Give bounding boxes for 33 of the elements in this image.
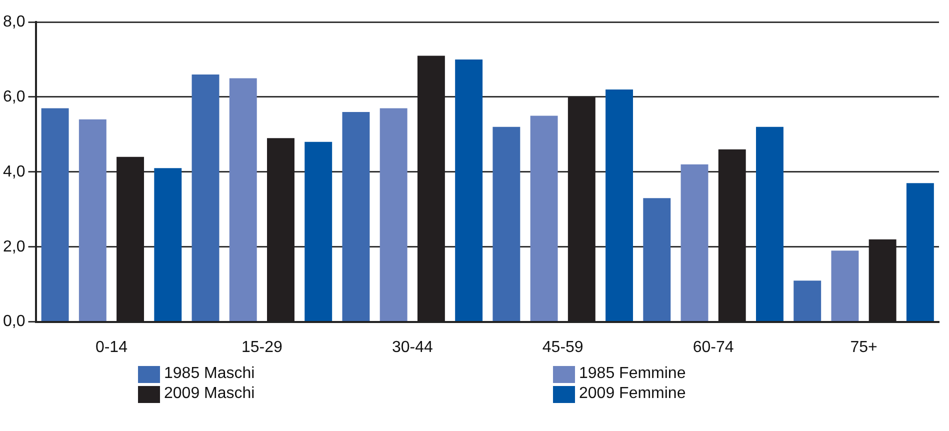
x-tick-label: 75+ — [850, 338, 878, 356]
bar — [154, 168, 182, 322]
bar — [455, 59, 483, 322]
y-tick-label: 2,0 — [2, 238, 26, 256]
bar — [192, 74, 220, 322]
bar — [304, 142, 332, 322]
y-tick-label: 0,0 — [2, 313, 26, 330]
legend-label: 1985 Maschi — [164, 365, 255, 383]
legend-label: 2009 Femmine — [579, 385, 686, 403]
bar — [643, 198, 671, 322]
bar — [492, 126, 520, 322]
bar — [78, 119, 106, 322]
x-tick-label: 0-14 — [95, 338, 128, 356]
bar — [831, 250, 859, 322]
legend-label: 2009 Maschi — [164, 385, 255, 403]
x-tick-label: 45-59 — [542, 338, 584, 356]
bar — [680, 164, 708, 322]
bar — [530, 116, 558, 322]
y-tick-label: 4,0 — [2, 163, 26, 180]
bar — [41, 108, 69, 322]
y-tick-label: 6,0 — [2, 88, 26, 106]
y-tick-label: 8,0 — [2, 13, 26, 30]
legend-label: 1985 Femmine — [579, 365, 686, 383]
bar — [229, 78, 257, 322]
bar — [756, 126, 784, 322]
bar — [794, 280, 822, 322]
bar — [380, 108, 408, 322]
x-tick-label: 30-44 — [392, 338, 433, 356]
bar — [342, 112, 370, 322]
x-tick-label: 15-29 — [241, 338, 282, 356]
bar — [906, 183, 934, 322]
bar — [606, 89, 634, 322]
x-tick-label: 60-74 — [692, 338, 734, 356]
